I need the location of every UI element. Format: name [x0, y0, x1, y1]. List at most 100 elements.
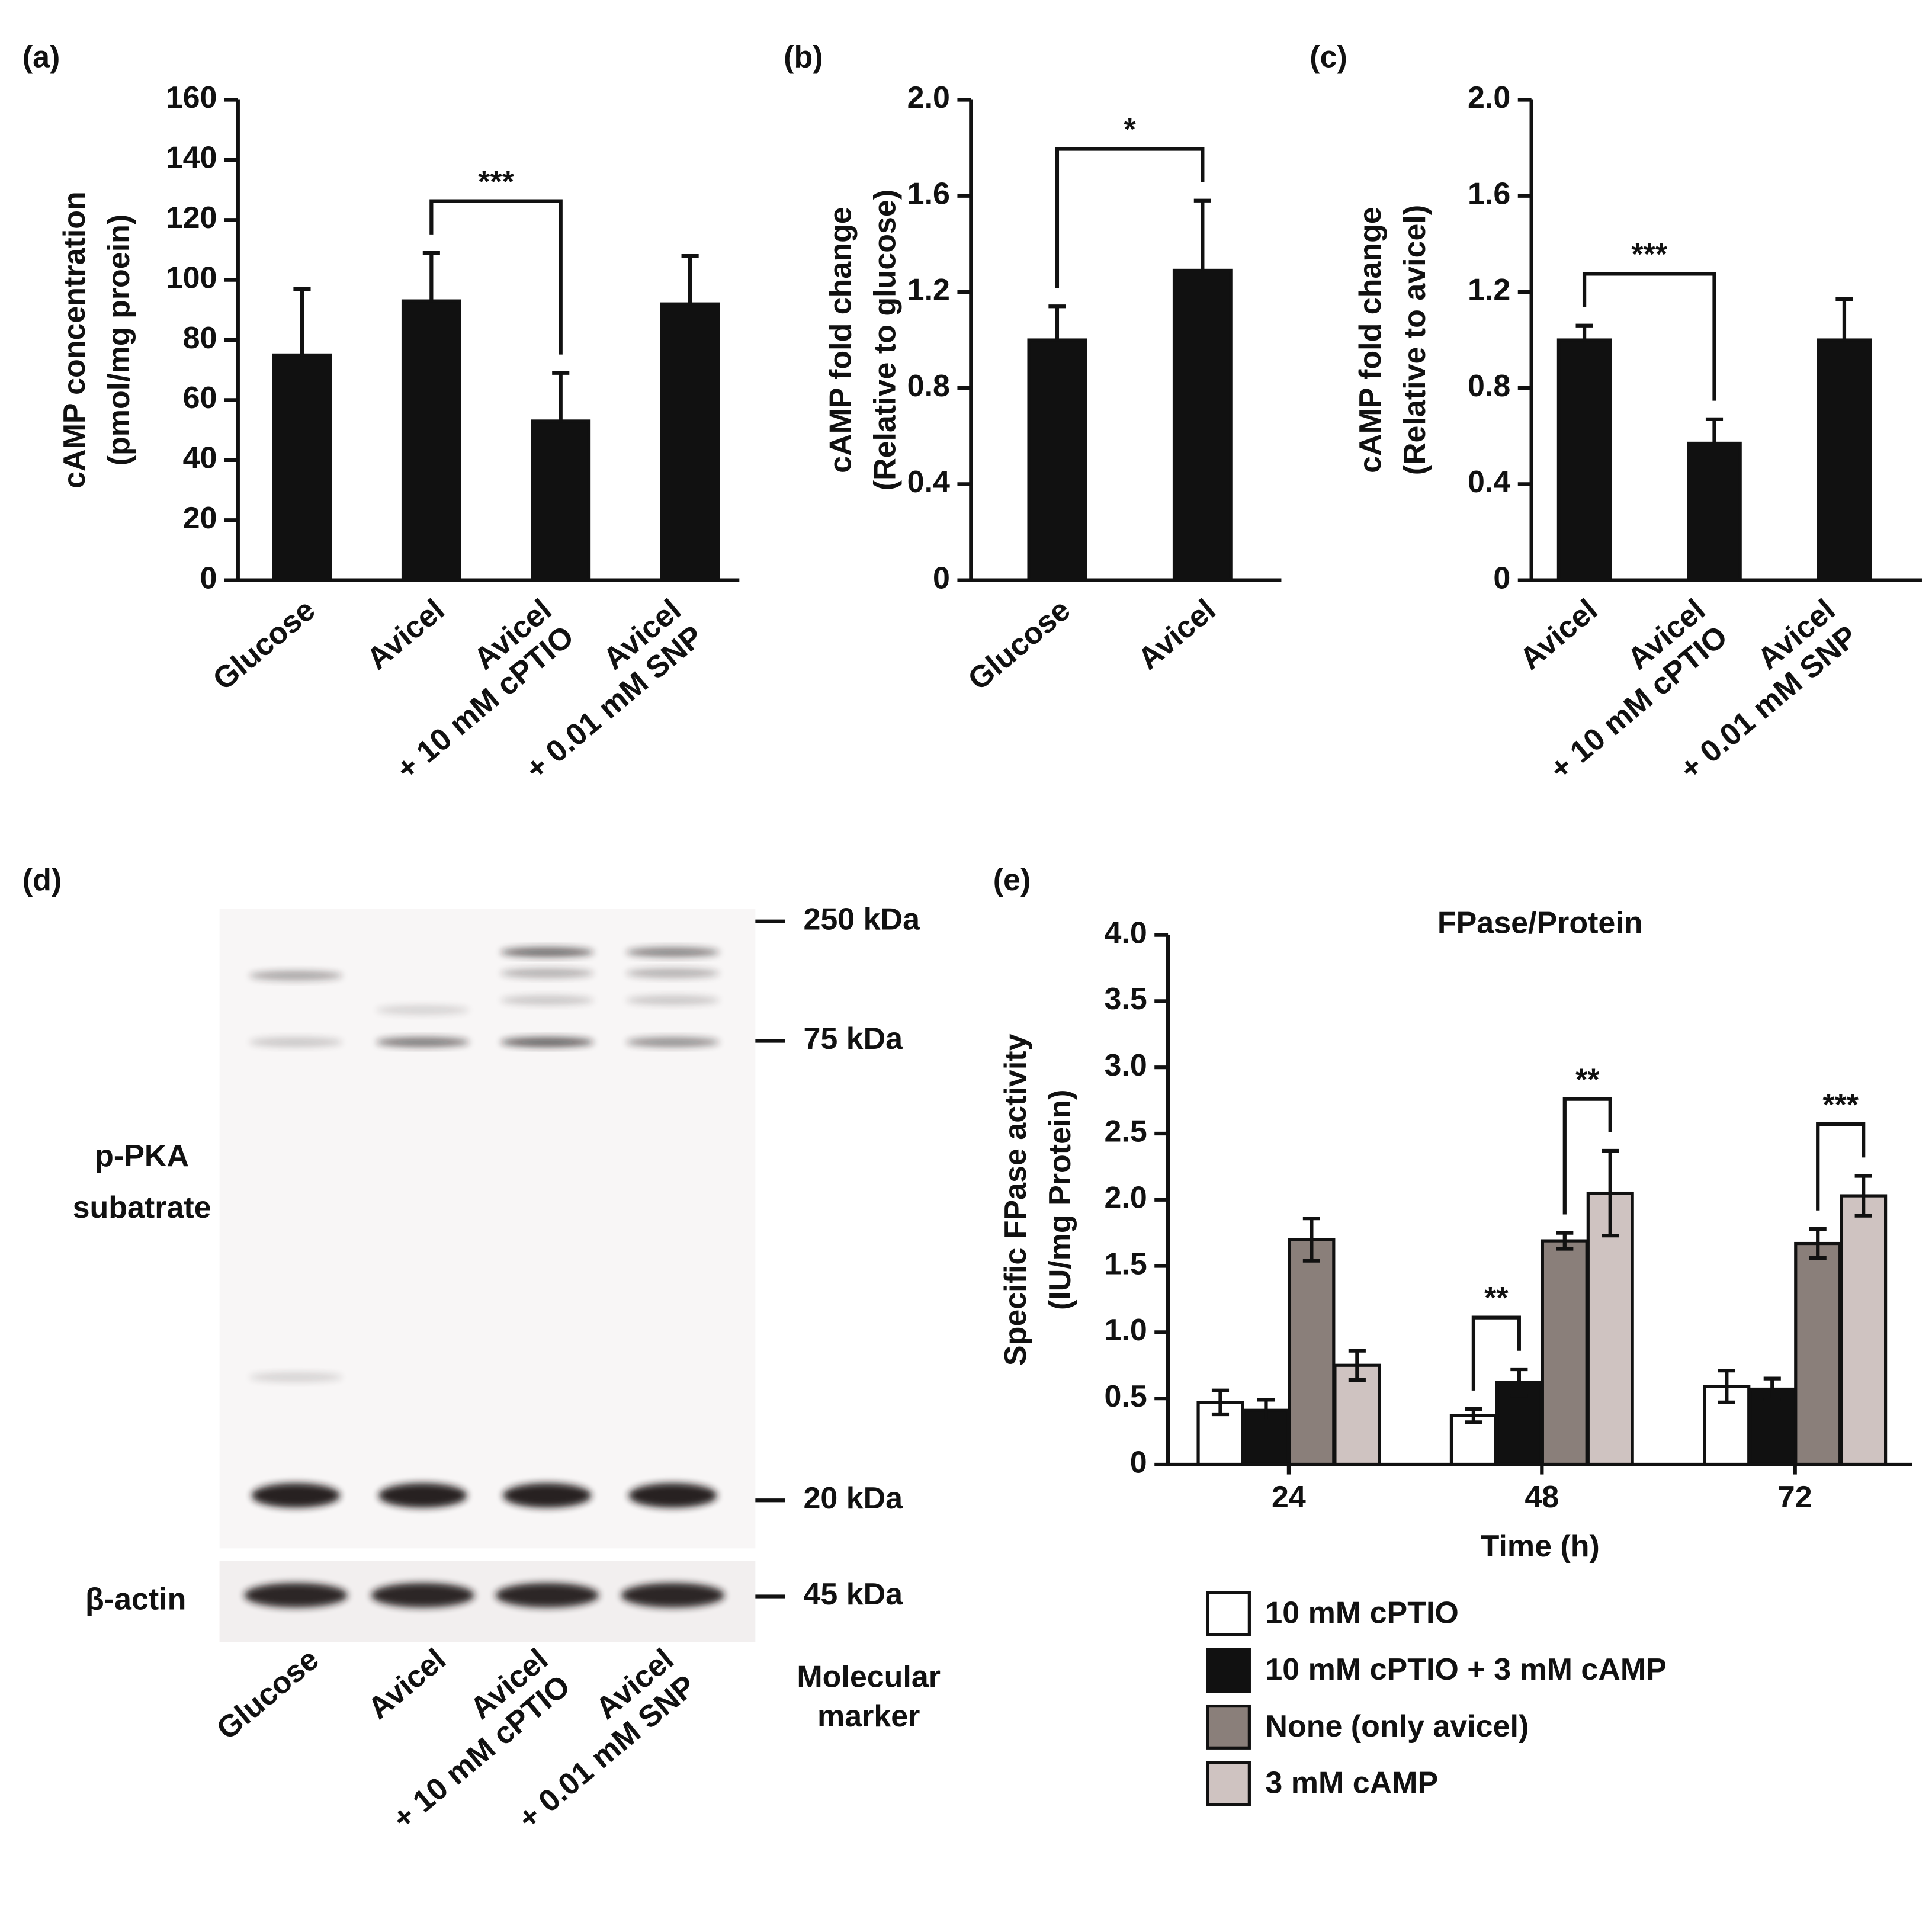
y-tick-label: 0.5 [1104, 1379, 1147, 1414]
significance-bracket [1055, 147, 1205, 288]
faint-band [625, 947, 720, 958]
legend-swatch [1206, 1648, 1251, 1693]
significance-bracket [429, 199, 563, 355]
y-axis-label: (pmol/mg proein) [102, 214, 136, 466]
error-bar [1705, 417, 1724, 444]
marker-title: Molecular [797, 1660, 941, 1694]
lane-label: Avicel [361, 1642, 452, 1726]
y-tick-label: 0.8 [1468, 369, 1510, 403]
legend-swatch [1206, 1591, 1251, 1636]
faint-band [500, 1037, 594, 1047]
bar [531, 419, 591, 582]
panel-label: (e) [993, 863, 1031, 897]
x-tick-label: Avicel [1513, 593, 1604, 677]
y-tick-label: 0.8 [907, 369, 950, 403]
y-tick-label: 0 [1493, 561, 1510, 595]
bar [1172, 268, 1233, 582]
legend-swatch [1206, 1704, 1251, 1750]
y-axis-label: (Relative to glucose) [868, 190, 903, 490]
band-actin [621, 1583, 725, 1608]
bar [1687, 441, 1742, 582]
lane-label: Glucose [210, 1642, 325, 1747]
error-bar [1556, 1231, 1574, 1251]
y-axis-label: (IU/mg Protein) [1043, 1089, 1077, 1310]
bar [1556, 338, 1612, 582]
faint-band [625, 995, 720, 1006]
band-20kda [502, 1483, 592, 1508]
faint-band [249, 1372, 343, 1382]
control-label: β-actin [85, 1583, 186, 1617]
error-bar [1510, 1367, 1528, 1398]
faint-band [500, 968, 594, 978]
blot-membrane [219, 909, 756, 1549]
error-bar [1193, 198, 1211, 271]
axes [1529, 99, 1922, 582]
y-tick-label: 2.5 [1104, 1115, 1147, 1149]
significance-label: * [1124, 113, 1137, 147]
bar [272, 353, 332, 582]
error-bar [1302, 1216, 1320, 1263]
error-bar [1348, 1349, 1366, 1382]
x-tick-label: 24 [1272, 1480, 1306, 1514]
error-bar [422, 251, 440, 301]
error-bar [1602, 1148, 1619, 1238]
significance-bracket [1471, 1315, 1521, 1391]
legend-label: 10 mM cPTIO [1265, 1596, 1458, 1630]
x-tick-label: 48 [1525, 1480, 1559, 1514]
y-tick-label: 0 [200, 561, 217, 595]
y-tick-label: 3.0 [1104, 1048, 1147, 1083]
error-bar [1257, 1398, 1275, 1423]
y-tick-label: 1.0 [1104, 1313, 1147, 1347]
faint-band [500, 947, 594, 958]
y-tick-label: 1.2 [1468, 273, 1510, 307]
protein-label: p-PKA [95, 1139, 189, 1173]
band-20kda [378, 1483, 467, 1508]
error-bar [1718, 1369, 1735, 1404]
y-tick-label: 3.5 [1104, 982, 1147, 1016]
bar [1840, 1194, 1888, 1466]
significance-bracket [1562, 1097, 1612, 1215]
band-actin [371, 1583, 475, 1608]
significance-label: *** [1631, 237, 1667, 272]
legend-label: 3 mM cAMP [1265, 1766, 1438, 1800]
x-axis-label: Time (h) [1481, 1529, 1600, 1564]
error-bar [1575, 323, 1593, 341]
error-bar [1211, 1388, 1230, 1417]
band-20kda [628, 1483, 717, 1508]
y-tick-label: 20 [183, 501, 217, 535]
y-axis-label: (Relative to avicel) [1398, 205, 1432, 475]
significance-bracket [1816, 1122, 1866, 1211]
y-tick-label: 0 [933, 561, 950, 595]
bar [1817, 338, 1872, 582]
protein-label: subatrate [73, 1190, 211, 1225]
significance-label: *** [1822, 1088, 1859, 1122]
legend-swatch [1206, 1761, 1251, 1806]
y-tick-label: 120 [166, 201, 217, 235]
error-bar [552, 371, 570, 421]
y-axis-label: cAMP fold change [1353, 207, 1388, 473]
y-tick-label: 1.5 [1104, 1247, 1147, 1281]
y-tick-label: 1.2 [907, 273, 950, 307]
bar [1288, 1238, 1336, 1466]
faint-band [500, 995, 594, 1006]
faint-band [249, 1037, 343, 1047]
panel-label: (b) [784, 40, 823, 75]
y-axis-label: cAMP concentration [57, 191, 92, 489]
legend-label: 10 mM cPTIO + 3 mM cAMP [1265, 1652, 1666, 1687]
axes [236, 99, 740, 582]
bar [401, 299, 461, 582]
faint-band [625, 968, 720, 978]
error-bar [1835, 297, 1853, 341]
faint-band [249, 970, 343, 981]
error-bar [681, 253, 699, 304]
y-tick-label: 40 [183, 441, 217, 476]
marker-label: 75 kDa [803, 1022, 903, 1056]
x-tick-label: Glucose [962, 593, 1077, 697]
marker-title: marker [817, 1699, 920, 1734]
faint-band [625, 1037, 720, 1047]
y-tick-label: 1.6 [1468, 176, 1510, 211]
error-bar [1854, 1174, 1872, 1218]
panel-label: (d) [23, 863, 62, 897]
y-tick-label: 1.6 [907, 176, 950, 211]
